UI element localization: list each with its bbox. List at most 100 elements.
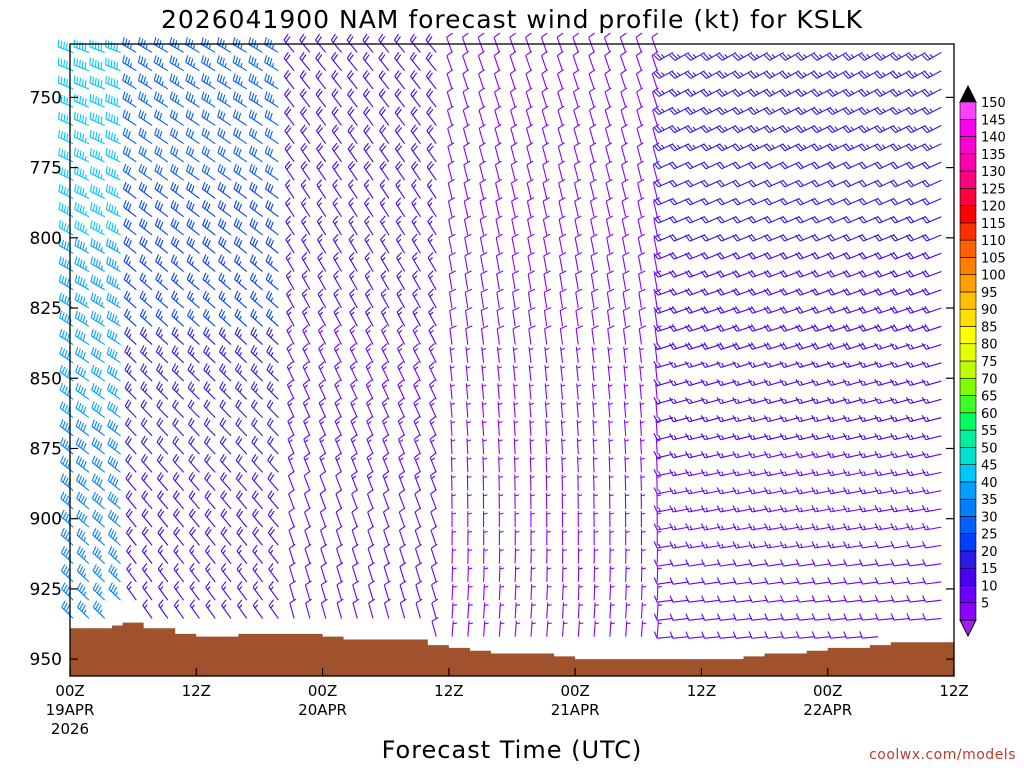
wind-barb xyxy=(73,75,90,90)
wind-barb xyxy=(890,595,910,603)
wind-barb xyxy=(510,124,518,144)
wind-barb xyxy=(410,70,421,90)
wind-barb xyxy=(316,161,327,181)
wind-barb xyxy=(481,346,487,363)
colorbar-label: 90 xyxy=(981,303,998,318)
wind-barb xyxy=(588,87,596,108)
wind-barb xyxy=(795,577,816,585)
wind-barb xyxy=(685,487,705,495)
wind-barb xyxy=(334,361,343,382)
colorbar: 5101520253035404550556065707580859095100… xyxy=(959,84,1006,638)
wind-barb xyxy=(700,143,721,152)
wind-barb xyxy=(685,541,705,549)
wind-barb xyxy=(572,87,580,108)
wind-barb xyxy=(763,179,784,188)
wind-barb xyxy=(449,365,455,382)
wind-barb xyxy=(430,489,437,510)
wind-barb xyxy=(73,111,90,126)
wind-barb xyxy=(811,523,831,531)
wind-barb xyxy=(589,160,597,181)
wind-barb xyxy=(732,577,753,585)
wind-barb xyxy=(413,416,421,437)
wind-barb xyxy=(397,416,406,437)
wind-barb xyxy=(140,399,153,418)
wind-barb xyxy=(447,142,455,163)
wind-barb xyxy=(651,50,659,71)
wind-barb xyxy=(639,401,645,418)
wind-barb xyxy=(795,541,816,549)
credit-link[interactable]: coolwx.com/models xyxy=(869,747,1016,763)
wind-barb xyxy=(842,451,863,459)
wind-barb xyxy=(286,324,295,345)
wind-barb xyxy=(219,381,232,400)
wind-barb xyxy=(153,55,169,72)
wind-barb xyxy=(748,161,768,170)
wind-barb xyxy=(576,438,582,455)
wind-barb xyxy=(795,379,816,387)
wind-barb xyxy=(620,124,628,144)
wind-barb xyxy=(621,160,629,181)
wind-barb xyxy=(732,487,753,495)
wind-barb xyxy=(890,396,910,405)
wind-barb xyxy=(590,252,598,272)
wind-barb xyxy=(141,526,153,546)
wind-barb xyxy=(169,91,184,108)
wind-barb xyxy=(858,505,879,513)
wind-barb xyxy=(250,399,263,418)
wind-barb xyxy=(218,272,232,291)
wind-barb xyxy=(811,51,832,61)
wind-barb xyxy=(921,541,942,549)
wind-barb xyxy=(685,523,705,531)
wind-barb xyxy=(763,197,784,206)
wind-barb xyxy=(512,306,520,327)
wind-barb xyxy=(607,346,613,363)
wind-barb xyxy=(716,397,737,405)
wind-barb xyxy=(669,143,690,152)
wind-barb xyxy=(367,580,375,601)
wind-barb xyxy=(317,252,327,272)
wind-barb xyxy=(700,179,721,188)
wind-barb xyxy=(842,70,863,79)
wind-barb xyxy=(233,163,248,181)
wind-barb xyxy=(795,143,816,152)
wind-barb xyxy=(560,401,566,418)
wind-barb xyxy=(636,124,644,144)
wind-barb xyxy=(700,88,721,97)
wind-barb xyxy=(700,523,721,531)
wind-barb xyxy=(795,595,816,603)
wind-barb xyxy=(265,254,279,272)
wind-barb xyxy=(448,233,456,254)
colorbar-segment xyxy=(959,447,977,465)
wind-barb xyxy=(716,595,737,603)
wind-barb xyxy=(779,469,800,477)
wind-barb xyxy=(365,324,374,345)
wind-barb xyxy=(349,343,358,364)
wind-barb xyxy=(251,472,264,491)
wind-barb xyxy=(122,145,137,163)
wind-barb xyxy=(382,452,390,473)
wind-barb xyxy=(921,505,942,513)
wind-barb xyxy=(826,161,847,170)
wind-barb xyxy=(170,145,184,163)
wind-barb xyxy=(236,526,248,546)
wind-barb xyxy=(450,438,456,455)
wind-barb xyxy=(60,527,74,546)
wind-barb xyxy=(827,451,847,459)
wind-barb xyxy=(716,51,737,61)
wind-barb xyxy=(716,487,737,495)
wind-barb xyxy=(890,469,910,477)
wind-barb xyxy=(380,288,390,309)
wind-barb xyxy=(478,142,486,163)
wind-barb xyxy=(561,474,567,491)
wind-barb xyxy=(125,508,137,528)
wind-barb xyxy=(350,434,358,455)
wind-barb xyxy=(764,595,784,603)
wind-barb xyxy=(858,523,879,531)
wind-barb xyxy=(669,523,689,531)
wind-barb xyxy=(653,161,674,170)
wind-barb xyxy=(235,490,248,510)
wind-barb xyxy=(542,178,550,199)
wind-barb xyxy=(827,595,847,603)
wind-barb xyxy=(827,469,847,477)
wind-barb xyxy=(251,508,264,528)
